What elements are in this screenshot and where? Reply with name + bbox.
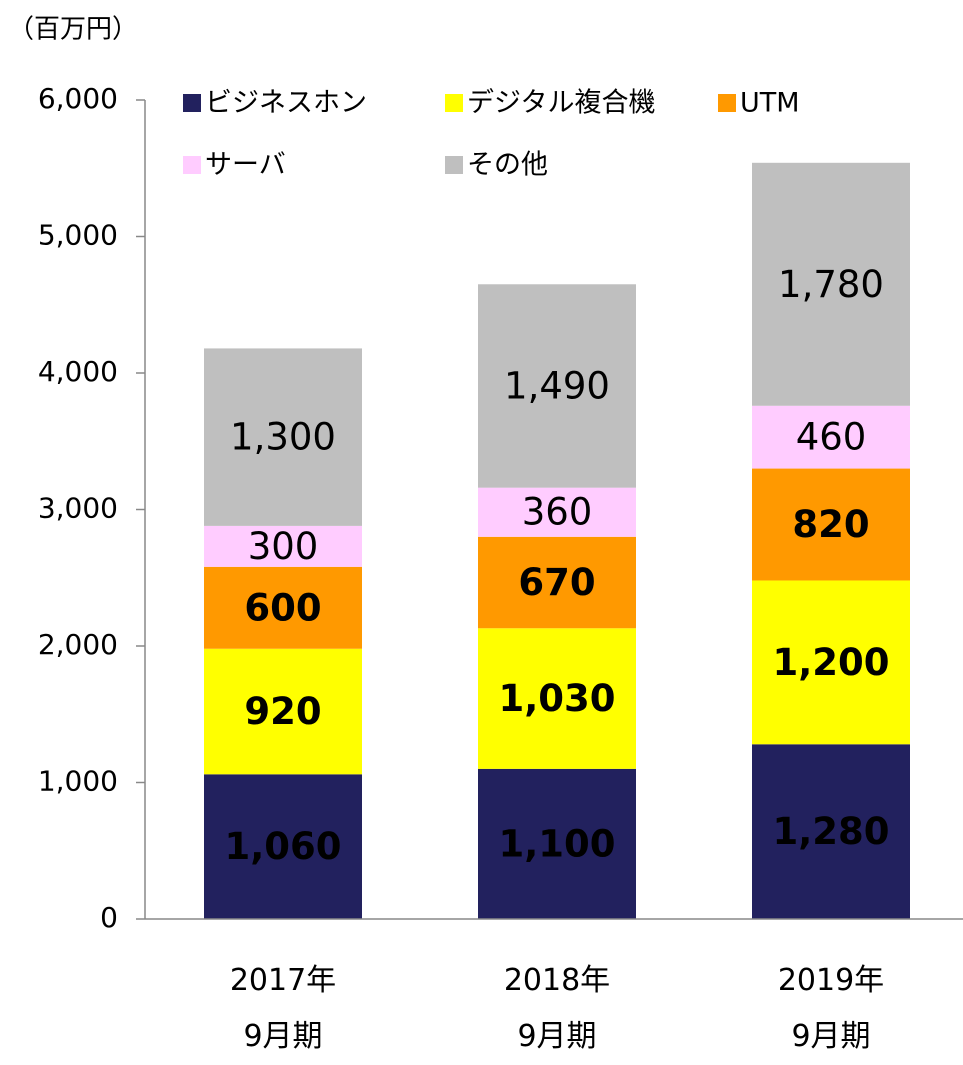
x-tick-label: 2017年 9月期 [229, 963, 337, 1054]
data-label: 670 [518, 561, 595, 604]
bar-segment [204, 348, 362, 526]
y-tick-label: 1,000 [38, 765, 118, 798]
bar-segment [204, 525, 362, 567]
y-tick-label: 5,000 [38, 219, 118, 252]
bar-segment [478, 487, 636, 537]
legend-label: デジタル複合機 [467, 88, 655, 119]
legend-label: サーバ [205, 150, 286, 181]
data-label: 1,060 [224, 825, 341, 868]
bar-segment [478, 284, 636, 488]
y-tick-label: 0 [100, 901, 118, 934]
bar-segment [752, 162, 910, 406]
data-label: 820 [792, 503, 869, 546]
y-tick-label: 2,000 [38, 628, 118, 661]
legend-label: UTM [740, 88, 800, 119]
bar-segment [204, 566, 362, 649]
bar-segment [752, 744, 910, 919]
bar-segment [478, 536, 636, 629]
data-label: 600 [244, 586, 321, 629]
data-label: 1,300 [230, 416, 336, 459]
legend-label: ビジネスホン [205, 88, 367, 119]
bar-segment [752, 468, 910, 581]
bar-segment [752, 405, 910, 469]
data-label: 1,780 [778, 263, 884, 306]
data-label: 1,200 [772, 641, 889, 684]
data-label: 1,490 [504, 364, 610, 407]
bar-segment [204, 774, 362, 919]
legend-swatch [445, 94, 463, 112]
bar-segment [478, 768, 636, 919]
x-tick-label: 2019年 9月期 [777, 963, 885, 1054]
bar-segment [752, 580, 910, 745]
y-axis-label: （百万円） [8, 15, 138, 45]
y-tick-label: 3,000 [38, 492, 118, 525]
data-label: 1,100 [498, 822, 615, 865]
data-label: 1,280 [772, 810, 889, 853]
y-tick-label: 6,000 [38, 82, 118, 115]
bar-segment [478, 628, 636, 769]
legend-swatch [718, 94, 736, 112]
legend-swatch [183, 156, 201, 174]
bar-segment [204, 648, 362, 775]
x-tick-label: 2018年 9月期 [503, 963, 611, 1054]
data-label: 920 [244, 690, 321, 733]
legend-swatch [183, 94, 201, 112]
data-label: 1,030 [498, 677, 615, 720]
data-label: 460 [796, 416, 867, 459]
data-label: 360 [522, 491, 593, 534]
legend-swatch [445, 156, 463, 174]
data-label: 300 [248, 525, 319, 568]
legend-label: その他 [467, 150, 548, 181]
y-tick-label: 4,000 [38, 355, 118, 388]
